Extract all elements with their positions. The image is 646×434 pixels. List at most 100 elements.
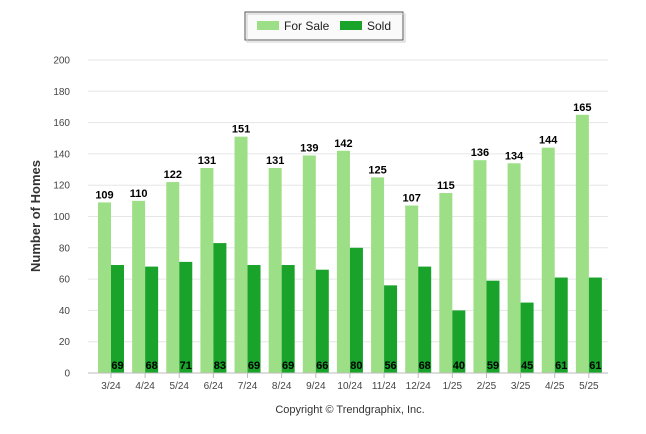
data-label-sold: 61 <box>555 360 567 372</box>
legend-swatch-sold <box>340 21 362 30</box>
data-label-sold: 56 <box>384 360 396 372</box>
bar-for-sale <box>166 182 180 373</box>
bar-for-sale <box>268 167 282 373</box>
data-label-for-sale: 139 <box>300 142 318 154</box>
bar-sold <box>315 269 329 373</box>
bar-for-sale <box>234 136 248 373</box>
data-label-sold: 80 <box>350 360 362 372</box>
x-tick-label: 5/25 <box>579 381 599 392</box>
bar-for-sale <box>336 150 350 373</box>
bar-sold <box>554 277 568 373</box>
y-tick-label: 0 <box>64 369 70 380</box>
bars <box>98 114 602 374</box>
data-label-sold: 61 <box>589 360 601 372</box>
y-tick-label: 60 <box>59 275 71 286</box>
bar-sold <box>179 261 193 373</box>
x-tick-label: 2/25 <box>477 381 497 392</box>
data-label-for-sale: 144 <box>539 135 558 147</box>
data-label-sold: 68 <box>146 360 158 372</box>
legend-swatch-for-sale <box>257 21 279 30</box>
bar-sold <box>384 285 398 373</box>
data-label-sold: 69 <box>248 360 260 372</box>
legend-shadow <box>246 13 406 43</box>
y-axis-title: Number of Homes <box>28 160 43 272</box>
x-tick-label: 4/25 <box>545 381 565 392</box>
data-label-sold: 45 <box>521 360 533 372</box>
y-tick-label: 40 <box>59 306 71 317</box>
y-tick-label: 200 <box>53 56 70 67</box>
data-label-for-sale: 109 <box>95 189 113 201</box>
copyright-footer: Copyright © Trendgraphix, Inc. <box>275 404 424 416</box>
bar-sold <box>111 265 124 373</box>
bar-for-sale <box>405 205 419 373</box>
y-tick-label: 120 <box>53 181 70 192</box>
x-tick-label: 3/24 <box>101 381 121 392</box>
x-tick-label: 1/25 <box>443 381 463 392</box>
data-label-for-sale: 107 <box>403 193 421 205</box>
y-tick-label: 80 <box>59 243 71 254</box>
bar-for-sale <box>98 202 111 373</box>
data-label-for-sale: 131 <box>266 155 284 167</box>
data-label-for-sale: 125 <box>368 164 386 176</box>
data-label-sold: 40 <box>453 360 465 372</box>
legend-label-for-sale: For Sale <box>284 19 330 33</box>
data-label-for-sale: 165 <box>573 102 591 114</box>
legend-label-sold: Sold <box>367 19 391 33</box>
data-labels: 109 69 110 68 122 71 131 83 151 69 131 69 139 66 142 80… <box>95 102 601 372</box>
bar-for-sale <box>575 114 589 374</box>
data-label-sold: 69 <box>111 360 123 372</box>
bar-for-sale <box>473 160 487 373</box>
bar-sold <box>520 302 534 373</box>
y-tick-label: 20 <box>59 337 71 348</box>
x-tick-label: 5/24 <box>170 381 190 392</box>
bar-for-sale <box>200 167 214 373</box>
data-label-sold: 66 <box>316 360 328 372</box>
data-label-for-sale: 131 <box>198 155 216 167</box>
bar-for-sale <box>507 163 521 373</box>
y-tick-label: 100 <box>53 212 70 223</box>
data-label-sold: 68 <box>419 360 431 372</box>
x-tick-label: 10/24 <box>337 381 362 392</box>
data-label-for-sale: 142 <box>334 138 352 150</box>
y-tick-label: 180 <box>53 87 70 98</box>
data-label-for-sale: 151 <box>232 124 250 136</box>
bar-sold <box>452 310 466 373</box>
y-tick-label: 140 <box>53 149 70 160</box>
bar-sold <box>349 247 363 373</box>
data-label-for-sale: 122 <box>164 169 182 181</box>
x-tick-label: 7/24 <box>238 381 258 392</box>
legend: For Sale Sold <box>244 11 406 43</box>
x-tick-label: 12/24 <box>406 381 431 392</box>
bar-for-sale <box>132 200 146 373</box>
bar-sold <box>486 280 500 373</box>
bar-for-sale <box>439 193 453 373</box>
data-label-sold: 83 <box>214 360 226 372</box>
bar-sold <box>281 265 295 373</box>
x-tick-label: 4/24 <box>135 381 155 392</box>
bar-sold <box>213 243 227 373</box>
data-label-for-sale: 110 <box>130 188 148 200</box>
x-axis-ticks: 3/24 4/24 5/24 6/24 7/24 8/24 9/24 10/24 11/24 12… <box>101 373 599 392</box>
x-tick-label: 11/24 <box>372 381 397 392</box>
bar-for-sale <box>541 147 555 373</box>
data-label-for-sale: 136 <box>471 147 489 159</box>
bar-for-sale <box>302 155 316 373</box>
y-axis-ticks: 0 20 40 60 80 100 120 140 160 180 200 <box>53 56 70 380</box>
x-tick-label: 6/24 <box>204 381 224 392</box>
data-label-sold: 71 <box>180 360 192 372</box>
x-tick-label: 9/24 <box>306 381 326 392</box>
x-tick-label: 3/25 <box>511 381 531 392</box>
data-label-sold: 69 <box>282 360 294 372</box>
bar-for-sale <box>371 177 385 373</box>
y-tick-label: 160 <box>53 118 70 129</box>
bar-sold <box>418 266 432 373</box>
bar-sold <box>588 277 602 373</box>
data-label-sold: 59 <box>487 360 499 372</box>
data-label-for-sale: 115 <box>437 180 455 192</box>
data-label-for-sale: 134 <box>505 150 524 162</box>
x-tick-label: 8/24 <box>272 381 292 392</box>
bar-sold <box>145 266 159 373</box>
bar-sold <box>247 265 261 373</box>
